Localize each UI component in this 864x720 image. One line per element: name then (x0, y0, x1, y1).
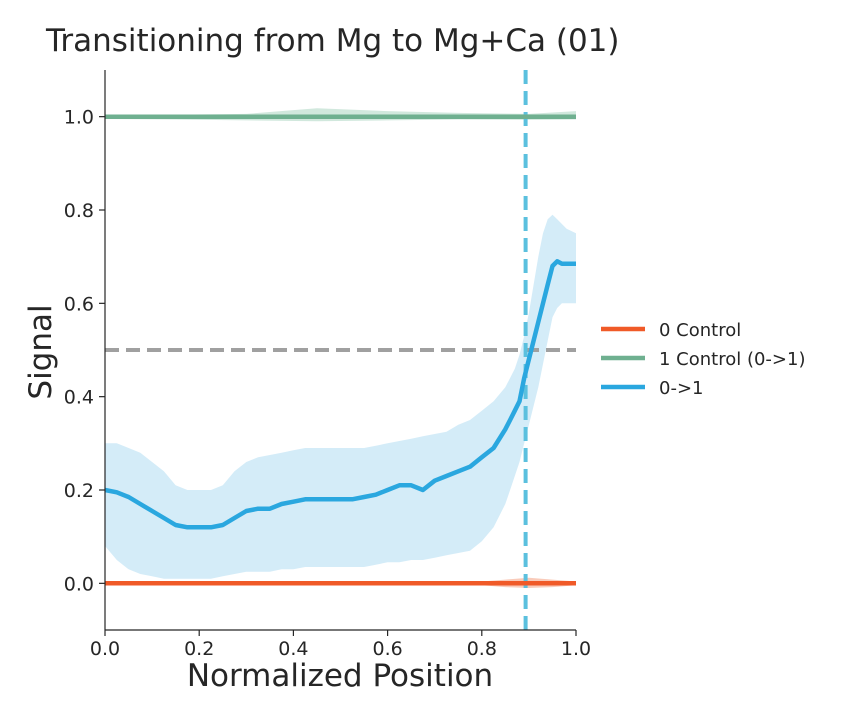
series-lines (104, 114, 576, 586)
y-axis-ticks: 0.0 0.2 0.4 0.6 0.8 1.0 (64, 107, 105, 595)
x-axis-ticks: 0.0 0.2 0.4 0.6 0.8 1.0 (90, 630, 591, 660)
reference-lines (105, 70, 576, 630)
y-tick-label: 0.4 (64, 387, 94, 409)
legend: 0 Control 1 Control (0->1) 0->1 (601, 320, 806, 399)
x-axis-title: Normalized Position (187, 658, 493, 694)
axes (104, 70, 576, 631)
legend-label-0-control: 0 Control (659, 320, 741, 341)
y-tick-label: 1.0 (64, 107, 94, 129)
x-tick-label: 0.8 (467, 638, 497, 660)
y-tick-label: 0.8 (64, 200, 94, 222)
x-tick-label: 0.6 (372, 638, 402, 660)
y-tick-label: 0.2 (64, 480, 94, 502)
y-tick-label: 0.6 (64, 293, 94, 315)
x-tick-label: 1.0 (561, 638, 591, 660)
x-tick-label: 0.0 (90, 638, 120, 660)
legend-label-1-control-0-1: 1 Control (0->1) (659, 349, 806, 370)
y-axis-title: Signal (23, 304, 59, 399)
chart-title: Transitioning from Mg to Mg+Ca (01) (45, 23, 620, 59)
band-0-1 (105, 214, 576, 579)
y-tick-label: 0.0 (64, 573, 94, 595)
x-tick-label: 0.2 (184, 638, 214, 660)
x-tick-label: 0.4 (278, 638, 308, 660)
series-line-0-1 (104, 259, 576, 530)
legend-label-0-1: 0->1 (659, 378, 703, 399)
